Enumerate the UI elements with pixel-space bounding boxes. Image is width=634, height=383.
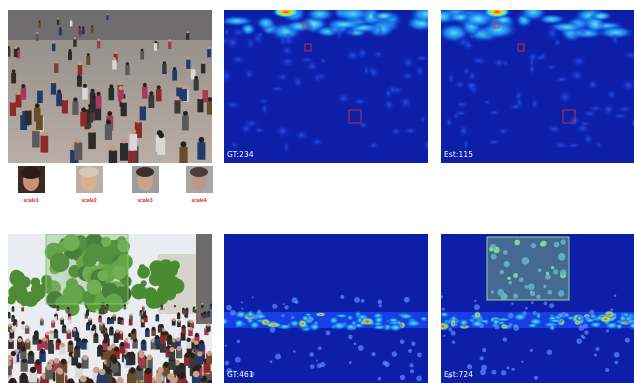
density-map-est-1: Est:115 bbox=[441, 10, 634, 163]
density-map-gt-2: GT:461 bbox=[224, 234, 428, 383]
scale3-label: scale3 bbox=[137, 198, 153, 204]
est-count-label-2: Est:724 bbox=[444, 370, 474, 379]
face-scale3 bbox=[132, 166, 159, 193]
est-count-label-1: Est:115 bbox=[444, 150, 474, 159]
face-scale1 bbox=[18, 166, 45, 193]
density-heat-est-1 bbox=[441, 10, 634, 152]
scale4-label: scale4 bbox=[191, 198, 207, 204]
gt-count-label-1: GT:234 bbox=[227, 150, 254, 159]
tree-region-box bbox=[45, 234, 129, 305]
density-map-est-2: Est:724 bbox=[441, 234, 634, 383]
face-scale2 bbox=[76, 166, 103, 193]
tree-region-box-est bbox=[486, 236, 570, 301]
scale1-label: scale1 bbox=[23, 198, 39, 204]
crowd-photo-rally bbox=[8, 234, 212, 383]
scale2-label: scale2 bbox=[81, 198, 97, 204]
gt-count-label-2: GT:461 bbox=[227, 370, 254, 379]
face-scale4 bbox=[186, 166, 213, 193]
density-map-gt-1: GT:234 bbox=[224, 10, 428, 163]
density-heat-gt-1 bbox=[224, 10, 428, 155]
crowd-photo-street bbox=[8, 10, 212, 163]
